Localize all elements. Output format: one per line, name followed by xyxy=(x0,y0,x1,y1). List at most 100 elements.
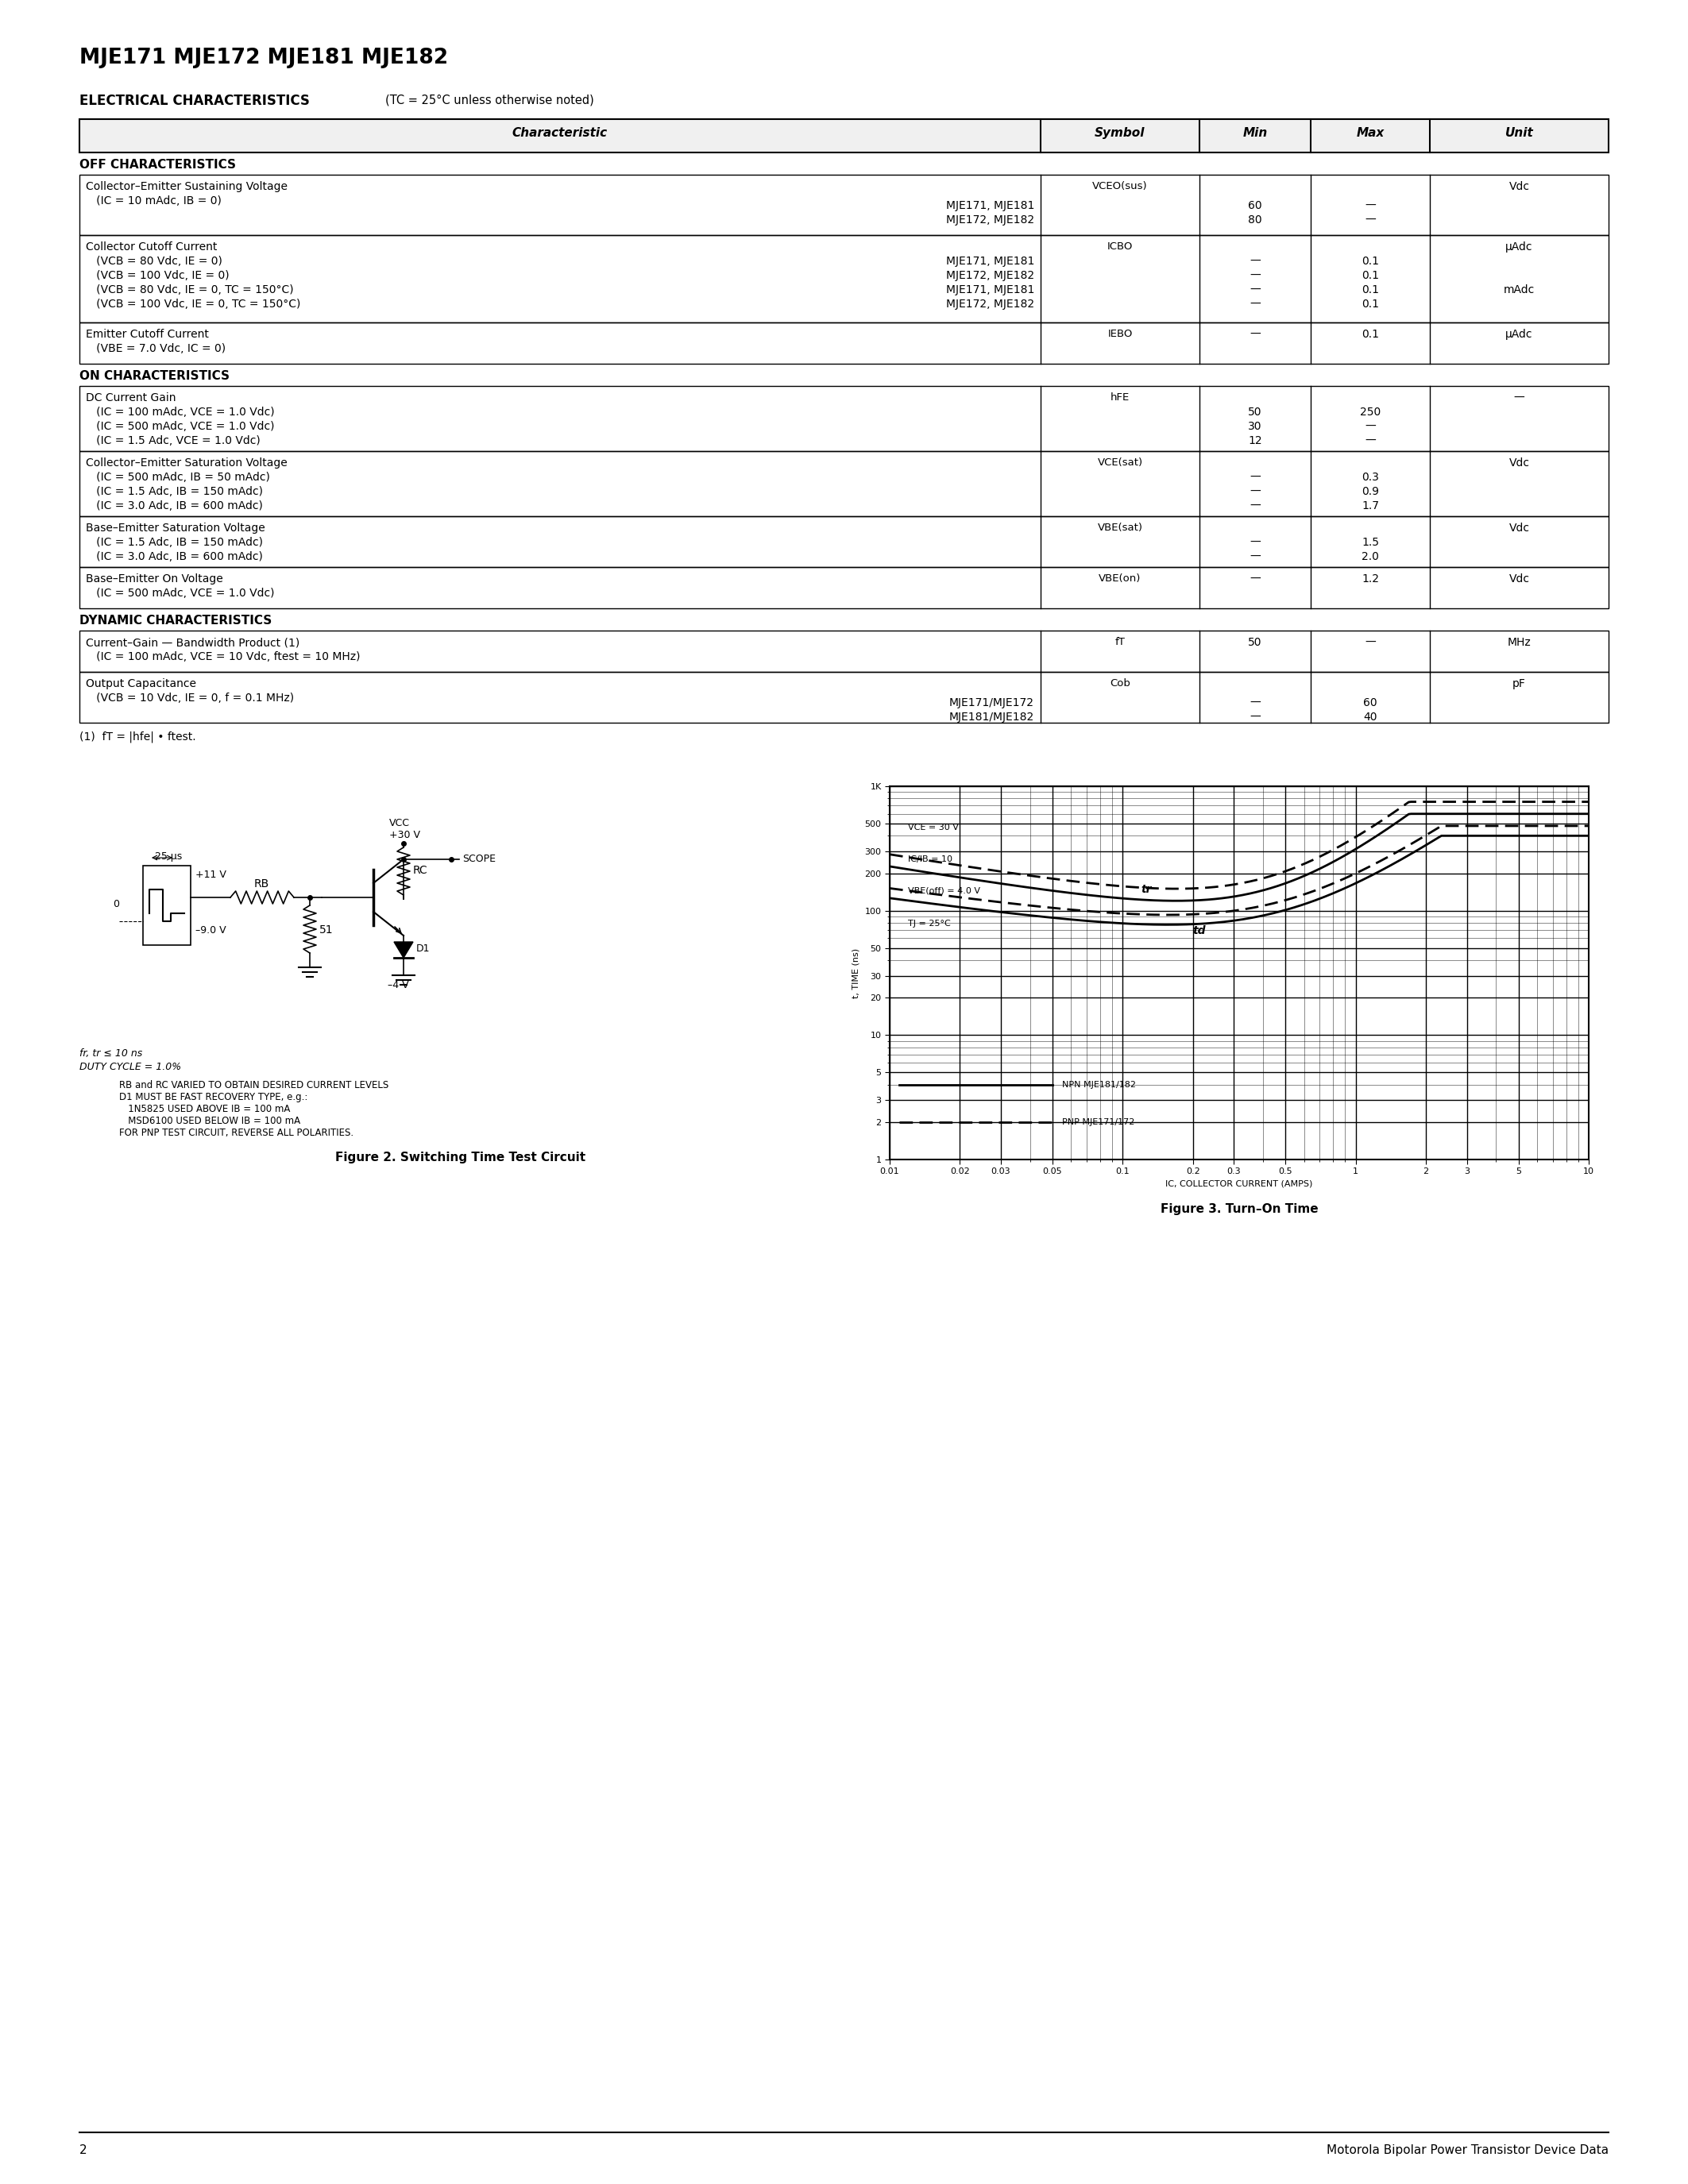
Text: Cob: Cob xyxy=(1109,679,1131,688)
Text: VBE(off) = 4.0 V: VBE(off) = 4.0 V xyxy=(908,887,981,895)
Text: pF: pF xyxy=(1512,679,1526,690)
Text: VCC: VCC xyxy=(390,819,410,828)
Text: MSD6100 USED BELOW IB = 100 mA: MSD6100 USED BELOW IB = 100 mA xyxy=(120,1116,300,1127)
Text: (IC = 100 mAdc, VCE = 1.0 Vdc): (IC = 100 mAdc, VCE = 1.0 Vdc) xyxy=(86,406,275,417)
Text: RC: RC xyxy=(414,865,427,876)
Text: PNP MJE171/172: PNP MJE171/172 xyxy=(1062,1118,1134,1127)
Text: hFE: hFE xyxy=(1111,393,1129,402)
Text: Figure 3. Turn–On Time: Figure 3. Turn–On Time xyxy=(1160,1203,1318,1214)
Text: VCE = 30 V: VCE = 30 V xyxy=(908,823,959,832)
Text: IEBO: IEBO xyxy=(1107,330,1133,339)
Text: VBE(sat): VBE(sat) xyxy=(1097,522,1143,533)
Text: +11 V: +11 V xyxy=(196,869,226,880)
Bar xyxy=(79,387,1609,452)
Text: —: — xyxy=(1249,697,1261,708)
Text: Base–Emitter Saturation Voltage: Base–Emitter Saturation Voltage xyxy=(86,522,265,533)
Polygon shape xyxy=(393,941,414,959)
Text: MJE172, MJE182: MJE172, MJE182 xyxy=(945,214,1035,225)
Text: (VBE = 7.0 Vdc, IC = 0): (VBE = 7.0 Vdc, IC = 0) xyxy=(86,343,226,354)
Bar xyxy=(79,515,1609,568)
Text: —: — xyxy=(1249,256,1261,266)
Text: (IC = 10 mAdc, IB = 0): (IC = 10 mAdc, IB = 0) xyxy=(86,194,221,207)
Text: 30: 30 xyxy=(1247,422,1263,432)
Text: Vdc: Vdc xyxy=(1509,456,1529,470)
Text: —: — xyxy=(1249,472,1261,483)
Text: 1N5825 USED ABOVE IB = 100 mA: 1N5825 USED ABOVE IB = 100 mA xyxy=(120,1103,290,1114)
Text: (IC = 3.0 Adc, IB = 600 mAdc): (IC = 3.0 Adc, IB = 600 mAdc) xyxy=(86,500,263,511)
Text: 0.9: 0.9 xyxy=(1362,487,1379,498)
Y-axis label: t, TIME (ns): t, TIME (ns) xyxy=(852,948,861,998)
Text: 0.1: 0.1 xyxy=(1362,299,1379,310)
Text: Symbol: Symbol xyxy=(1096,127,1144,140)
Bar xyxy=(79,673,1609,723)
Text: Collector Cutoff Current: Collector Cutoff Current xyxy=(86,242,218,253)
Text: 1.2: 1.2 xyxy=(1362,574,1379,585)
Text: Vdc: Vdc xyxy=(1509,574,1529,585)
Text: —: — xyxy=(1249,712,1261,723)
Text: (TC = 25°C unless otherwise noted): (TC = 25°C unless otherwise noted) xyxy=(385,94,594,105)
Text: D1: D1 xyxy=(417,943,430,954)
Text: OFF CHARACTERISTICS: OFF CHARACTERISTICS xyxy=(79,159,236,170)
Text: —: — xyxy=(1249,284,1261,295)
Text: —: — xyxy=(1249,271,1261,282)
Text: td: td xyxy=(1193,926,1205,937)
Text: 0.1: 0.1 xyxy=(1362,330,1379,341)
Text: MJE172, MJE182: MJE172, MJE182 xyxy=(945,299,1035,310)
Text: SCOPE: SCOPE xyxy=(463,854,496,865)
Text: DC Current Gain: DC Current Gain xyxy=(86,393,176,404)
Text: 0.1: 0.1 xyxy=(1362,256,1379,266)
Bar xyxy=(79,236,1609,323)
Text: Base–Emitter On Voltage: Base–Emitter On Voltage xyxy=(86,574,223,585)
Text: —: — xyxy=(1366,435,1376,446)
Text: RB and RC VARIED TO OBTAIN DESIRED CURRENT LEVELS: RB and RC VARIED TO OBTAIN DESIRED CURRE… xyxy=(120,1081,388,1090)
Text: 2.0: 2.0 xyxy=(1362,550,1379,561)
Text: Motorola Bipolar Power Transistor Device Data: Motorola Bipolar Power Transistor Device… xyxy=(1327,2145,1609,2156)
Text: ON CHARACTERISTICS: ON CHARACTERISTICS xyxy=(79,369,230,382)
Text: fT: fT xyxy=(1114,638,1126,646)
Text: NPN MJE181/182: NPN MJE181/182 xyxy=(1062,1081,1136,1088)
Text: 50: 50 xyxy=(1247,638,1263,649)
Text: 51: 51 xyxy=(319,924,333,935)
Text: 40: 40 xyxy=(1364,712,1377,723)
Bar xyxy=(79,568,1609,609)
Text: Vdc: Vdc xyxy=(1509,181,1529,192)
Text: (IC = 500 mAdc, IB = 50 mAdc): (IC = 500 mAdc, IB = 50 mAdc) xyxy=(86,472,270,483)
Text: Unit: Unit xyxy=(1506,127,1533,140)
Text: μAdc: μAdc xyxy=(1506,242,1533,253)
Text: Collector–Emitter Sustaining Voltage: Collector–Emitter Sustaining Voltage xyxy=(86,181,287,192)
Text: tr: tr xyxy=(1141,885,1151,895)
Text: mAdc: mAdc xyxy=(1504,284,1534,295)
Text: —: — xyxy=(1514,393,1524,404)
Text: IC/IB = 10: IC/IB = 10 xyxy=(908,854,952,863)
Text: (IC = 500 mAdc, VCE = 1.0 Vdc): (IC = 500 mAdc, VCE = 1.0 Vdc) xyxy=(86,587,275,598)
Text: —: — xyxy=(1249,330,1261,341)
Text: ELECTRICAL CHARACTERISTICS: ELECTRICAL CHARACTERISTICS xyxy=(79,94,309,107)
Text: MJE171/MJE172: MJE171/MJE172 xyxy=(949,697,1035,708)
Text: 60: 60 xyxy=(1247,201,1263,212)
Text: DYNAMIC CHARACTERISTICS: DYNAMIC CHARACTERISTICS xyxy=(79,614,272,627)
Text: VBE(on): VBE(on) xyxy=(1099,574,1141,583)
Text: 0: 0 xyxy=(113,900,120,909)
Text: 1.7: 1.7 xyxy=(1362,500,1379,511)
Bar xyxy=(79,175,1609,236)
Text: MJE172, MJE182: MJE172, MJE182 xyxy=(945,271,1035,282)
Text: MJE171, MJE181: MJE171, MJE181 xyxy=(945,256,1035,266)
Text: —: — xyxy=(1366,214,1376,225)
Text: 0.1: 0.1 xyxy=(1362,284,1379,295)
Bar xyxy=(79,120,1609,153)
Text: 80: 80 xyxy=(1247,214,1263,225)
Text: (IC = 1.5 Adc, IB = 150 mAdc): (IC = 1.5 Adc, IB = 150 mAdc) xyxy=(86,487,263,498)
Bar xyxy=(79,323,1609,365)
Text: (IC = 100 mAdc, VCE = 10 Vdc, ftest = 10 MHz): (IC = 100 mAdc, VCE = 10 Vdc, ftest = 10… xyxy=(86,651,360,662)
Text: (VCB = 10 Vdc, IE = 0, f = 0.1 MHz): (VCB = 10 Vdc, IE = 0, f = 0.1 MHz) xyxy=(86,692,294,703)
Text: (VCB = 80 Vdc, IE = 0): (VCB = 80 Vdc, IE = 0) xyxy=(86,256,223,266)
Bar xyxy=(143,865,191,946)
Text: Min: Min xyxy=(1242,127,1268,140)
Text: (1)  fT = |hfe| • ftest.: (1) fT = |hfe| • ftest. xyxy=(79,732,196,743)
Text: TJ = 25°C: TJ = 25°C xyxy=(908,919,950,928)
Text: Characteristic: Characteristic xyxy=(513,127,608,140)
Text: 50: 50 xyxy=(1247,406,1263,417)
Text: Figure 2. Switching Time Test Circuit: Figure 2. Switching Time Test Circuit xyxy=(336,1151,586,1164)
Text: —: — xyxy=(1366,201,1376,212)
Bar xyxy=(79,452,1609,515)
